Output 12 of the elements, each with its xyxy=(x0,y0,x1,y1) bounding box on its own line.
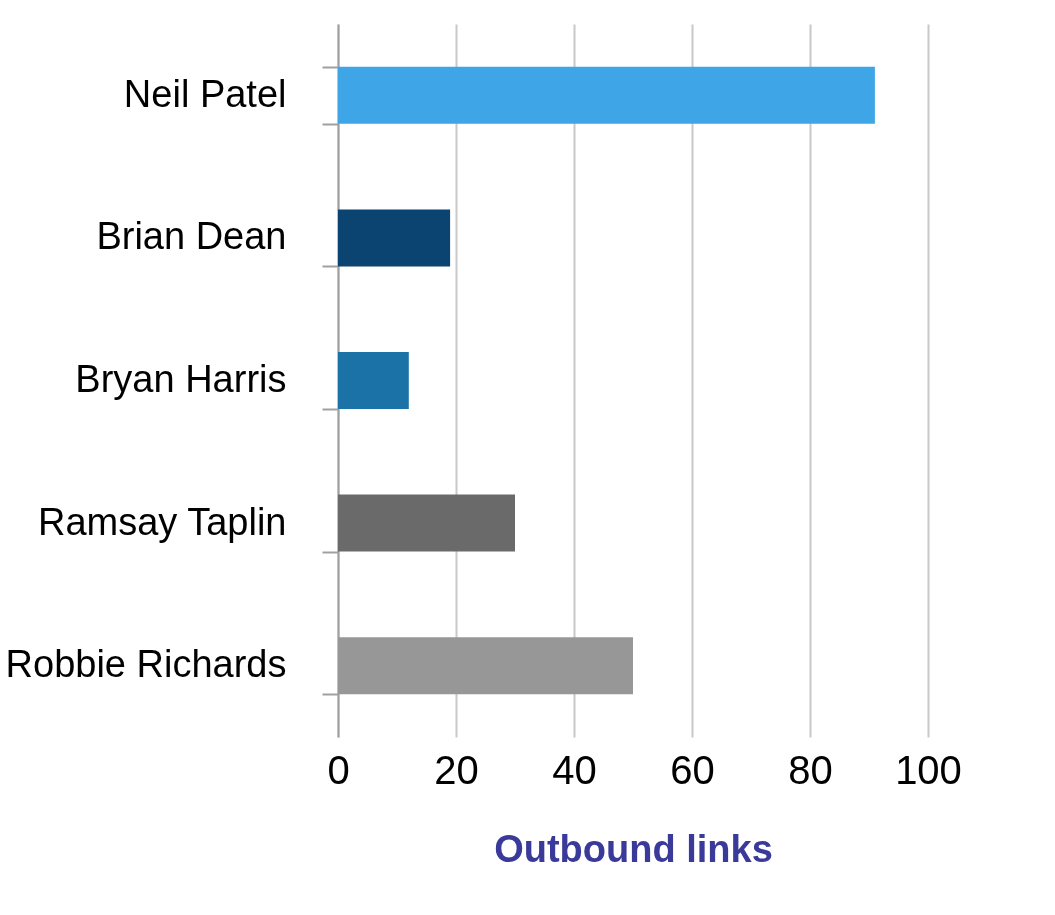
x-tick-label: 20 xyxy=(434,747,479,792)
x-tick-label: 100 xyxy=(895,747,962,792)
x-axis-title: Outbound links xyxy=(494,827,773,870)
y-tick-label: Brian Dean xyxy=(96,215,287,258)
y-tick-label: Ramsay Taplin xyxy=(37,500,287,543)
x-tick-label: 40 xyxy=(552,747,597,792)
x-tick-label: 0 xyxy=(327,747,350,792)
y-tick-label: Bryan Harris xyxy=(75,358,287,400)
x-tick-label: 60 xyxy=(670,747,715,792)
x-tick-label: 80 xyxy=(788,747,833,792)
y-tick-label: Neil Patel xyxy=(123,72,287,115)
y-tick-label: Robbie Richards xyxy=(5,643,287,686)
